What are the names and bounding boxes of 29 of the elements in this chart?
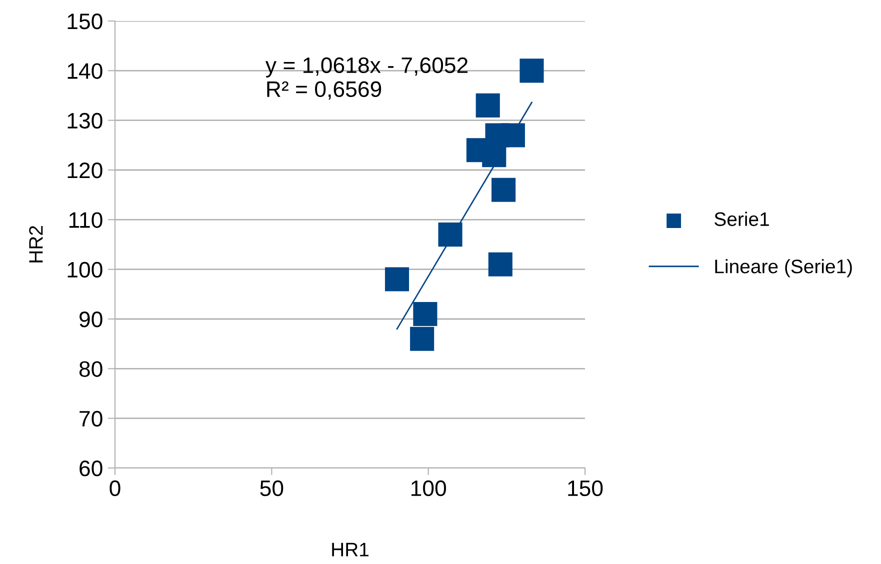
y-tick-label: 130 <box>68 112 102 129</box>
point <box>413 302 438 326</box>
y-tick-label: 70 <box>80 410 102 427</box>
y-tick-label: 90 <box>80 312 102 328</box>
point <box>488 252 512 276</box>
annotation: y = 1,0618x - 7,6052 <box>265 57 468 78</box>
y-tick-label: 80 <box>79 361 102 377</box>
y-tick-label: 140 <box>68 63 102 79</box>
point <box>492 178 516 202</box>
legend-label: Serie1 <box>714 212 769 226</box>
y-tick-label: 150 <box>68 14 102 30</box>
point <box>520 58 544 83</box>
x-tick-label: 150 <box>568 480 603 496</box>
x-tick-label: 100 <box>411 480 446 496</box>
y-tick-label: 120 <box>68 162 102 178</box>
annotation: R² = 0,6569 <box>267 81 382 100</box>
y-tick-label: 110 <box>69 212 102 228</box>
point <box>384 267 410 292</box>
x-axis-title: HR1 <box>332 542 368 556</box>
y-tick-label: 60 <box>80 460 102 476</box>
x-tick-label: 0 <box>110 480 120 496</box>
x-tick-label: 50 <box>260 480 284 496</box>
point <box>476 93 500 118</box>
y-axis-title: HR2 <box>29 226 43 262</box>
point <box>500 123 525 148</box>
point <box>410 326 434 351</box>
legend-label: Lineare (Serie1) <box>715 259 852 278</box>
y-tick-label: 100 <box>68 262 102 278</box>
point <box>438 222 462 247</box>
